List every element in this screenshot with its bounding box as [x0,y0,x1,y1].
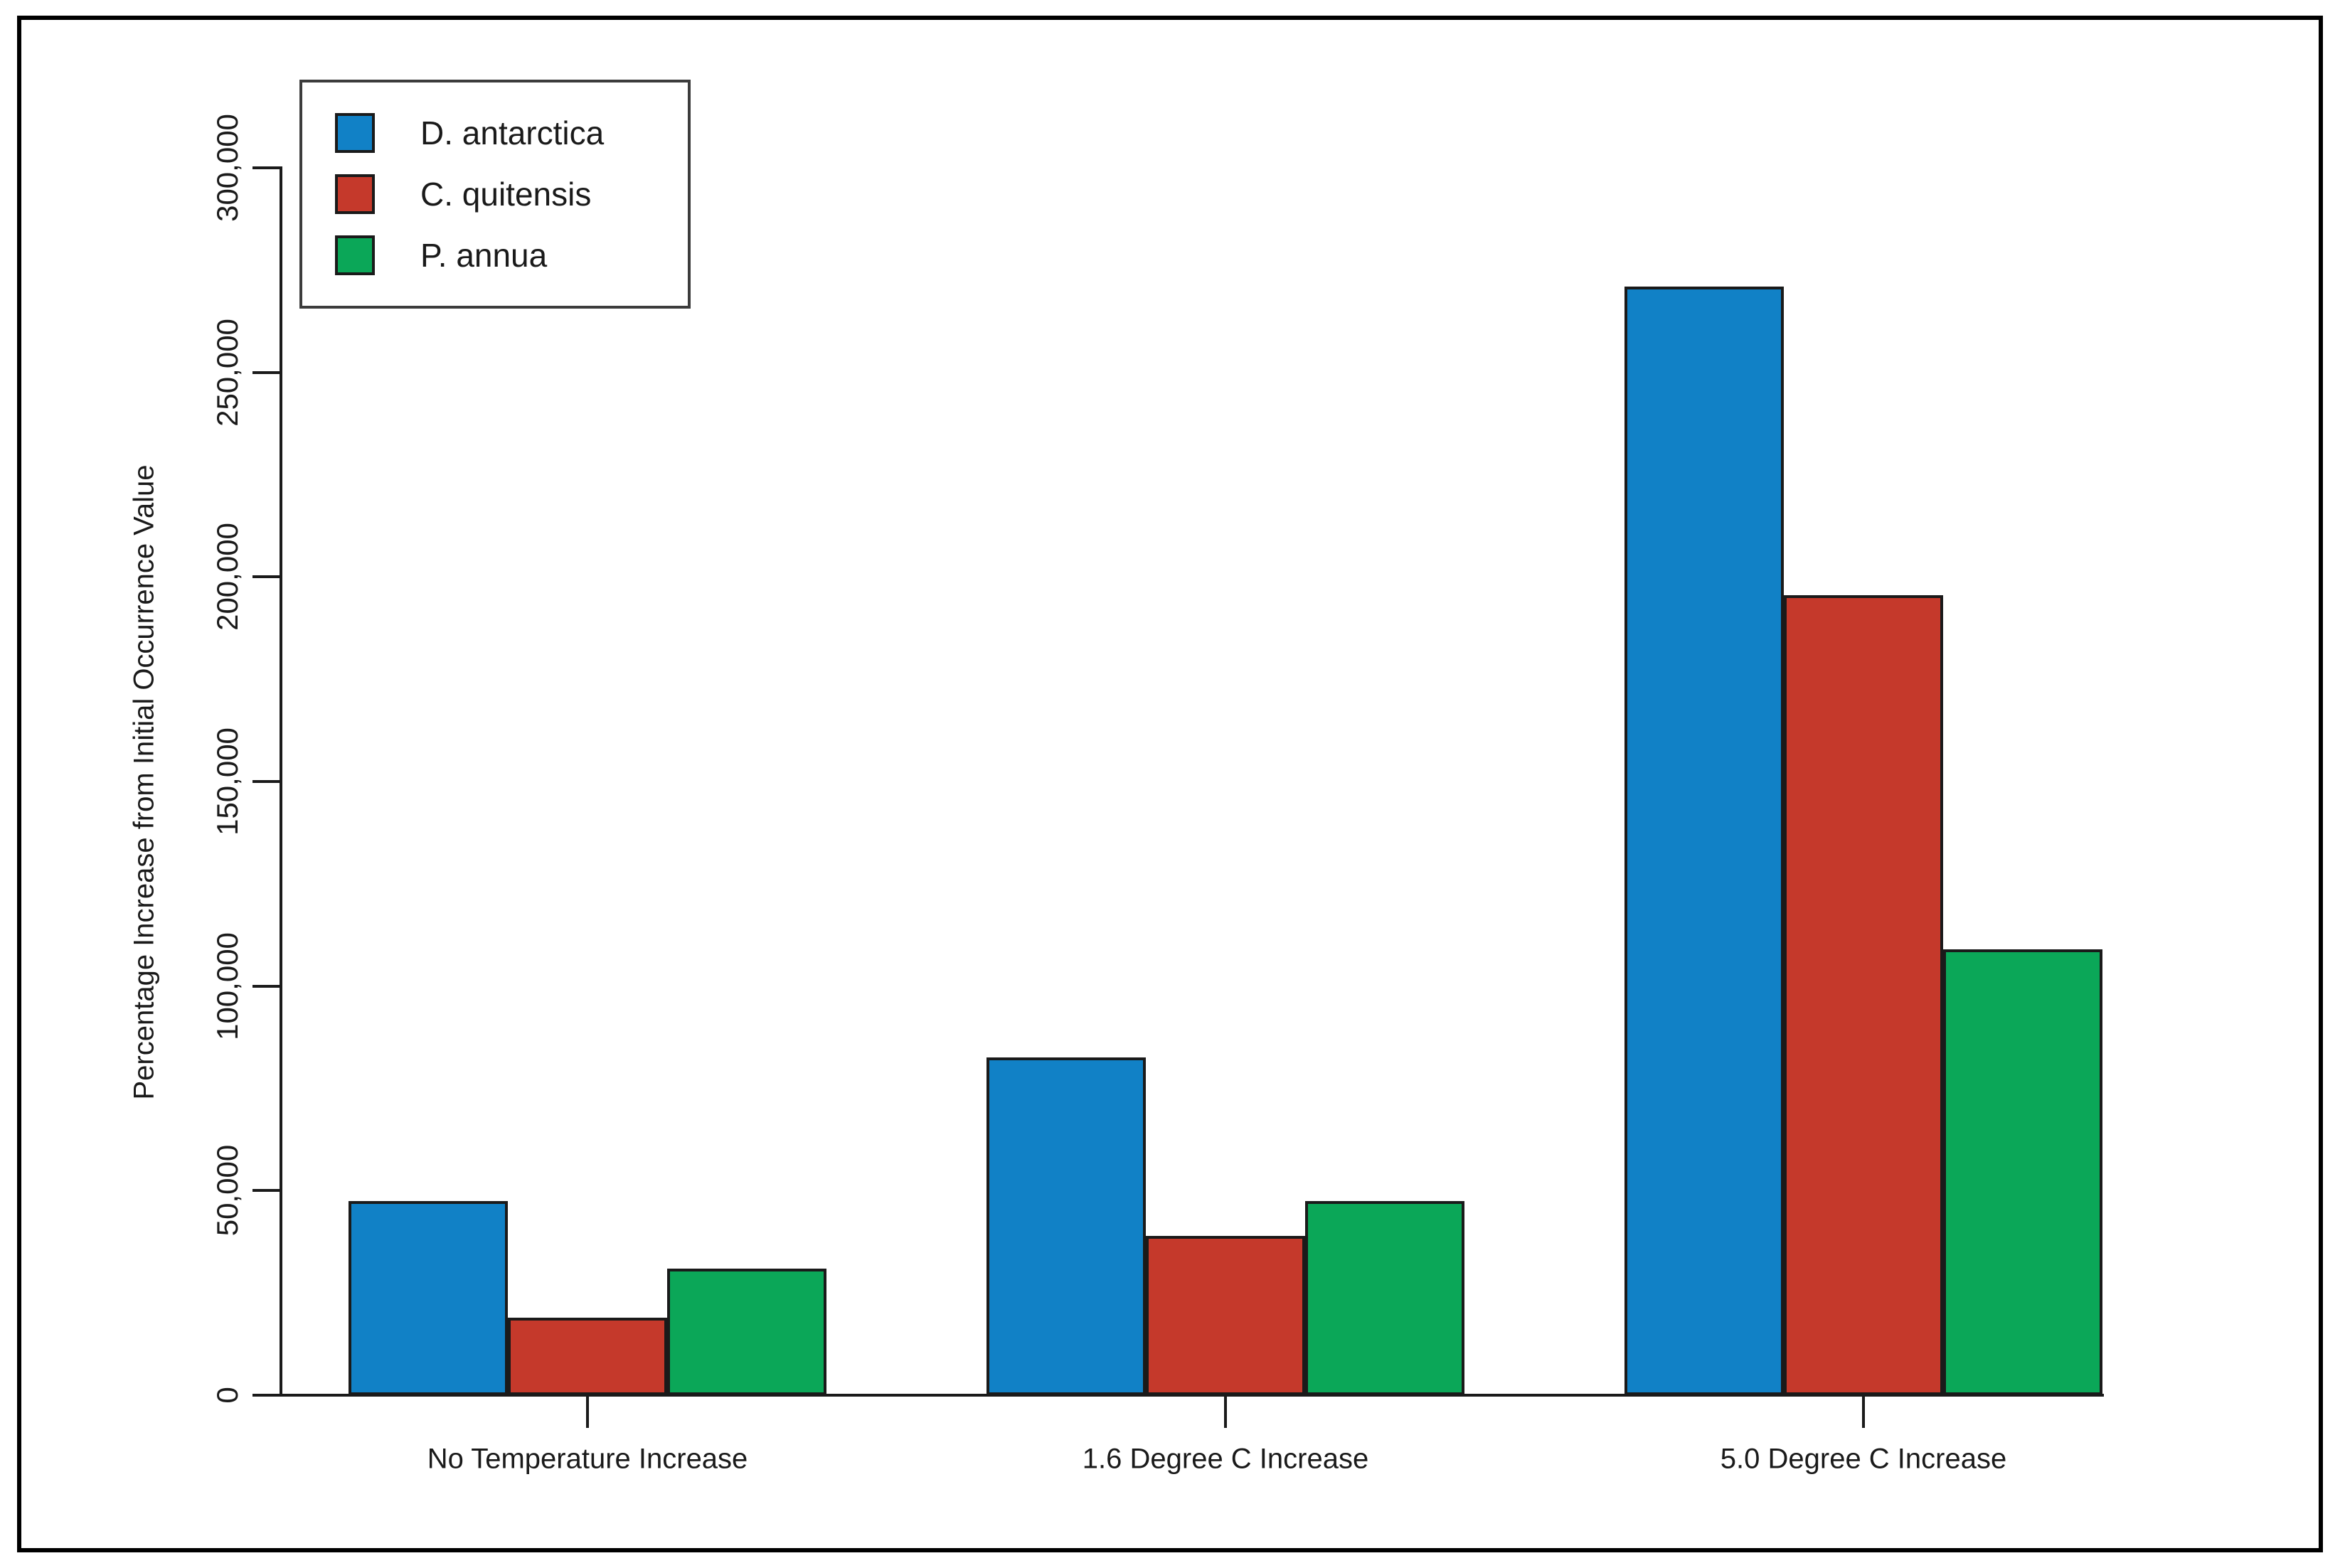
y-tick-label: 150,000 [211,727,244,836]
y-tick-label: 250,000 [211,318,244,427]
y-tick-label: 50,000 [211,1145,244,1237]
legend-label: C. quitensis [420,176,592,213]
x-category-label: 5.0 Degree C Increase [1720,1443,2007,1475]
bar-c-quitensis [508,1318,667,1395]
bar-d-antarctica [1624,287,1784,1395]
y-tick-mark [252,1394,281,1397]
x-tick-mark [1224,1395,1227,1428]
figure-border [17,16,2323,1552]
bar-c-quitensis [1784,595,1943,1395]
y-tick-mark [252,370,281,374]
y-tick-mark [252,575,281,579]
y-tick-mark [252,984,281,988]
x-category-label: 1.6 Degree C Increase [1082,1443,1369,1475]
bar-d-antarctica [986,1057,1146,1395]
x-tick-mark [1862,1395,1865,1428]
y-tick-label: 200,000 [211,523,244,631]
y-tick-label: 0 [211,1387,244,1404]
legend-swatch-icon [335,113,375,153]
y-tick-mark [252,780,281,783]
y-tick-label: 100,000 [211,932,244,1040]
bar-p-annua [1943,949,2102,1395]
x-tick-mark [586,1395,589,1428]
legend: D. antarctica C. quitensis P. annua [299,80,691,309]
legend-row: C. quitensis [335,174,688,214]
bar-c-quitensis [1146,1236,1305,1395]
y-tick-mark [252,1189,281,1193]
y-axis-line [280,166,282,1397]
bar-p-annua [1305,1201,1464,1395]
legend-swatch-icon [335,174,375,214]
legend-row: D. antarctica [335,113,688,153]
legend-row: P. annua [335,235,688,275]
legend-label: D. antarctica [420,114,605,151]
y-tick-mark [252,166,281,169]
bar-d-antarctica [349,1201,508,1395]
y-axis-title: Percentage Increase from Initial Occurre… [128,464,160,1100]
legend-swatch-icon [335,235,375,275]
y-tick-label: 300,000 [211,114,244,222]
bar-p-annua [667,1269,826,1395]
x-category-label: No Temperature Increase [427,1443,748,1475]
legend-label: P. annua [420,237,548,274]
x-axis-line [280,1394,2104,1397]
